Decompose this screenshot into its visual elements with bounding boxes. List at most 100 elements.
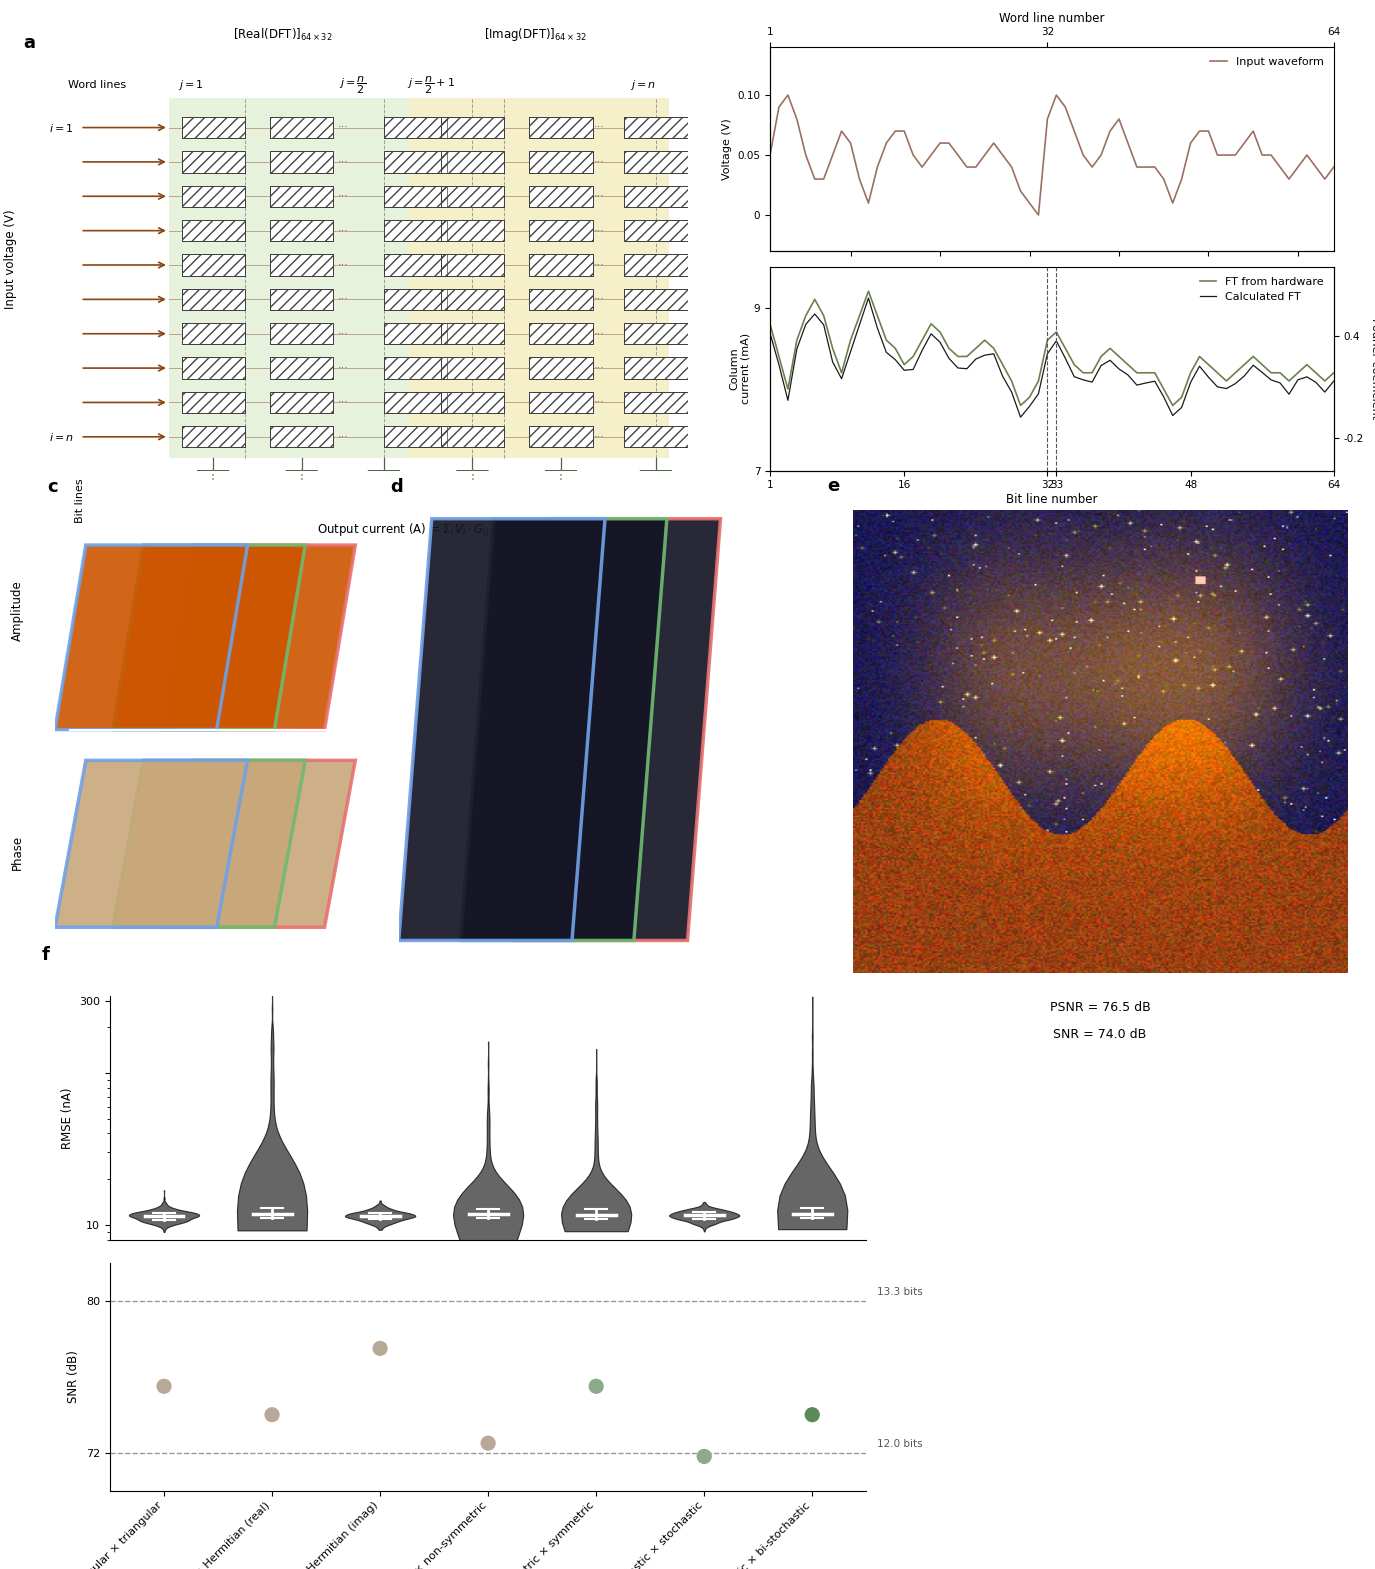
Bar (624, 427, 688, 447)
Bar (529, 254, 593, 276)
Bar (529, 118, 593, 138)
Polygon shape (55, 761, 247, 927)
Bar (624, 254, 688, 276)
Text: $i=n$: $i=n$ (49, 431, 74, 442)
Text: ···: ··· (594, 260, 605, 270)
Text: ···: ··· (594, 157, 605, 166)
Bar (624, 427, 688, 447)
Text: a: a (23, 35, 36, 52)
Legend: Input waveform: Input waveform (1206, 53, 1328, 72)
Text: ···: ··· (594, 362, 605, 373)
FT from hardware (1326, 364, 1342, 383)
Bar (270, 323, 333, 344)
Text: d: d (390, 479, 403, 496)
Bar (529, 358, 593, 378)
Bar (529, 392, 593, 413)
Bar (270, 220, 333, 242)
Legend: FT from hardware, Calculated FT: FT from hardware, Calculated FT (1195, 273, 1328, 306)
Bar (182, 323, 245, 344)
Bar (182, 151, 245, 173)
Bar (624, 323, 688, 344)
Polygon shape (368, 471, 400, 493)
Text: ···: ··· (594, 329, 605, 339)
Bar (624, 289, 688, 311)
Bar (441, 118, 505, 138)
Bar (270, 220, 333, 242)
Text: ···: ··· (337, 226, 348, 235)
Line: FT from hardware: FT from hardware (770, 292, 1334, 405)
Bar (529, 323, 593, 344)
Bar (441, 151, 505, 173)
Point (368, 1335, 390, 1360)
Polygon shape (639, 471, 671, 493)
Bar (441, 151, 505, 173)
FT from hardware (1004, 372, 1020, 391)
Bar (624, 220, 688, 242)
Text: f: f (41, 946, 50, 963)
Bar (529, 220, 593, 242)
Calculated FT (1137, 373, 1154, 392)
Bar (441, 392, 505, 413)
Bar (624, 392, 688, 413)
Y-axis label: RMSE (nA): RMSE (nA) (60, 1087, 74, 1149)
Text: ···: ··· (337, 260, 348, 270)
Polygon shape (461, 519, 667, 940)
Text: Bit lines: Bit lines (76, 479, 85, 522)
Bar (182, 323, 245, 344)
Point (586, 1374, 608, 1400)
Bar (384, 254, 447, 276)
Bar (182, 427, 245, 447)
Bar (270, 185, 333, 207)
Polygon shape (198, 471, 228, 493)
Bar (624, 118, 688, 138)
Bar (384, 392, 447, 413)
Text: ···: ··· (337, 362, 348, 373)
Bar (384, 427, 447, 447)
Bar (624, 358, 688, 378)
Text: ···: ··· (594, 431, 605, 442)
Bar (182, 254, 245, 276)
Bar (529, 220, 593, 242)
Bar (441, 185, 505, 207)
Polygon shape (113, 761, 305, 927)
Calculated FT (1093, 356, 1110, 375)
FT from hardware (1147, 364, 1163, 383)
Point (261, 1403, 283, 1428)
Bar (270, 392, 333, 413)
Bar (384, 185, 447, 207)
Bar (270, 323, 333, 344)
FT from hardware (1137, 364, 1154, 383)
Bar (169, 97, 410, 458)
Text: ···: ··· (337, 191, 348, 201)
Bar (441, 289, 505, 311)
Bar (529, 358, 593, 378)
Bar (410, 97, 668, 458)
Bar (182, 289, 245, 311)
Bar (624, 323, 688, 344)
Bar (270, 151, 333, 173)
Text: ···: ··· (594, 397, 605, 408)
Bar (624, 118, 688, 138)
Text: $j=n$: $j=n$ (630, 78, 656, 93)
Text: ⋮: ⋮ (206, 468, 220, 482)
Polygon shape (162, 544, 355, 730)
FT from hardware (861, 282, 877, 301)
Bar (384, 323, 447, 344)
Bar (182, 254, 245, 276)
Text: ···: ··· (594, 295, 605, 304)
Calculated FT (1057, 348, 1074, 367)
Bar (270, 358, 333, 378)
Bar (441, 254, 505, 276)
Bar (182, 151, 245, 173)
Bar (441, 427, 505, 447)
X-axis label: Word line number: Word line number (1000, 13, 1104, 25)
Bar (624, 185, 688, 207)
Text: 12.0 bits: 12.0 bits (877, 1439, 923, 1448)
Polygon shape (55, 544, 247, 730)
Polygon shape (162, 761, 355, 927)
Bar (624, 151, 688, 173)
Text: ···: ··· (337, 431, 348, 442)
Bar (384, 185, 447, 207)
Text: $j=\dfrac{n}{2}$: $j=\dfrac{n}{2}$ (338, 74, 366, 96)
Text: PSNR = 76.5 dB: PSNR = 76.5 dB (1049, 1001, 1151, 1014)
